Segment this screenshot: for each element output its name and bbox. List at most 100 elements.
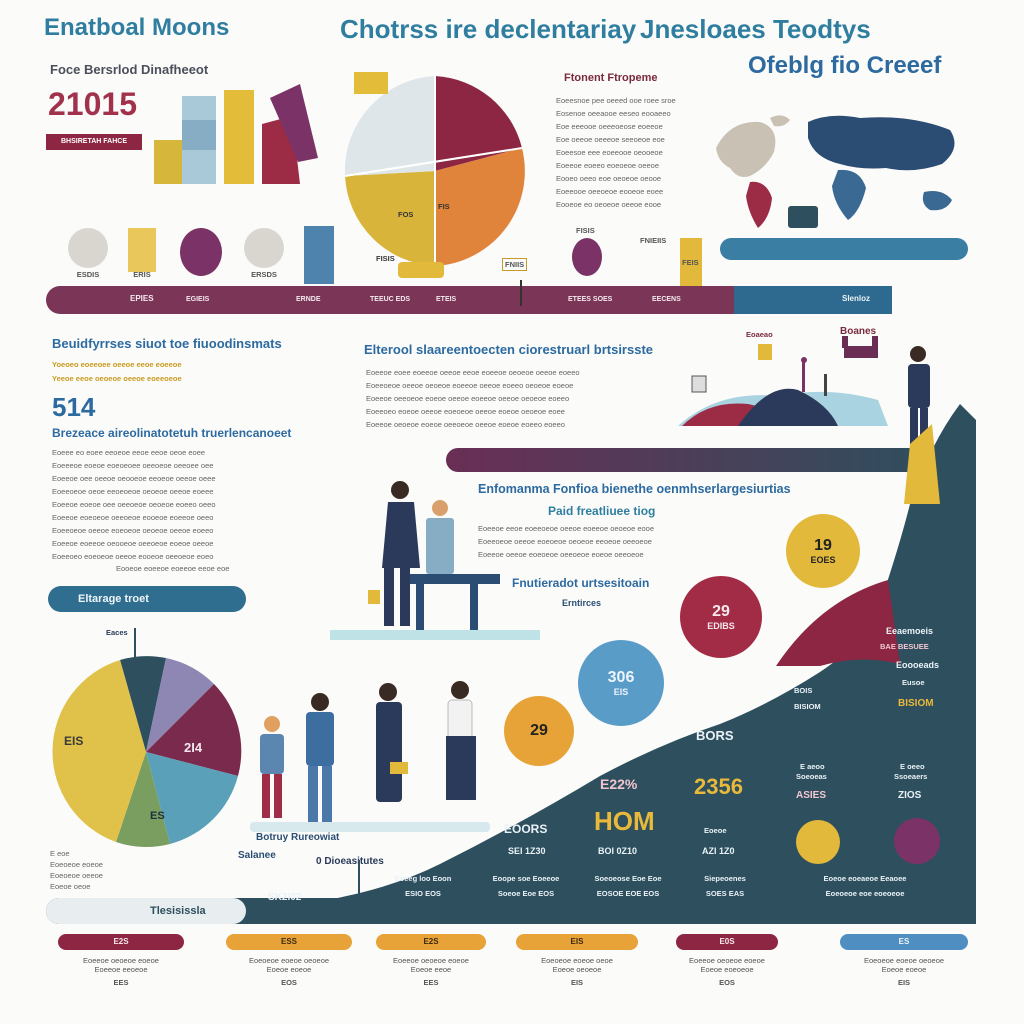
article-line: Eoeesoe eee eoeeooe oeooeoe xyxy=(556,148,663,157)
footer-pill: ES xyxy=(840,934,968,950)
bottom-left-line: Eoeoeoe eoeoe xyxy=(50,860,103,869)
bottom-sk-label: SK2I02 xyxy=(268,892,302,903)
footer-line: Eoeeoe eeoeoe xyxy=(94,965,148,974)
bar-blue-band xyxy=(182,120,216,150)
pie-slice-light xyxy=(344,76,435,176)
timeline-mark-3: FEIS xyxy=(682,258,699,267)
top-left-subtitle: Foce Bersrlod Dinafheeot xyxy=(50,62,209,77)
bottom-col: Soeoeose Eoe Eoe EOSOE EOE EOS xyxy=(580,874,676,898)
bubble-label: EIS xyxy=(613,687,629,697)
mid-center-line: Eoeeoeoe oeeoe oeoeoe eoeeoe oeeoe eoeeo… xyxy=(366,381,574,390)
bottom-col: Siepeoenes SOES EAS xyxy=(690,874,760,898)
pie-label-bottom: FISIS xyxy=(376,254,395,263)
footer-tag: EOS xyxy=(281,978,297,987)
bottom-left-label-1: Botruy Rureowiat xyxy=(256,832,340,843)
pie-tag-icon xyxy=(354,72,388,94)
mid-center-body: Eoeeoe eoee eoeeoe oeeoe eeoe eoeeoe oeo… xyxy=(366,366,666,431)
pie-hand-icon xyxy=(398,262,444,278)
timeline-label: EPIES xyxy=(130,294,154,303)
bubble-value: 29 xyxy=(712,603,730,620)
article-line: Eooeoe eo oeoeoe oeeoe eooe xyxy=(556,200,662,209)
mid-left-yellow-line: Yoeoeo eoeeoee oeeoe eeoe eoeeoe xyxy=(52,360,182,369)
col-b-sublabel: Ssoeaers xyxy=(894,772,928,781)
timeline-label: EECENS xyxy=(652,296,681,303)
bottom-col-value: Soeoe Eoe EOS xyxy=(497,889,555,898)
bottom-col-label: Eoeoe eoeaeoe Eeaoee xyxy=(823,874,907,883)
bo-label: BOI 0Z10 xyxy=(598,846,638,856)
bottom-left-line: E eoe xyxy=(50,849,70,858)
footer-tag: EIS xyxy=(570,978,584,987)
bottom-col-value: SOES EAS xyxy=(705,889,745,898)
blue-column xyxy=(304,226,334,284)
bubble-value: 306 xyxy=(607,669,635,686)
page-subtitle-right: Ofeblg fio Creeef xyxy=(748,52,942,79)
se-label: SEI 1Z30 xyxy=(508,846,546,856)
footer-line: Eoeeoe oeoeoe eoeoe xyxy=(689,956,765,965)
top-left-big-number: 21015 xyxy=(48,86,137,122)
pie-bottom-label-right: 2I4 xyxy=(184,740,203,755)
footer-line: Eoeoe eoeoe xyxy=(266,965,312,974)
timeline-mark-2: FNIEIIS xyxy=(640,236,667,245)
e-label: Eoeoe xyxy=(704,826,727,835)
footer-item: ES Eoeoeoe eoeoe oeoeoe Eoeoe eoeoe EIS xyxy=(840,934,968,987)
right-stat-sublabel: BISIOM xyxy=(794,702,821,711)
bubble-value: 19 xyxy=(814,537,832,554)
stat-bubble-crimson: 29 EDIBS xyxy=(680,576,762,658)
footer-line: Eoeoe oeoeoe xyxy=(552,965,602,974)
footer-pill: E0S xyxy=(676,934,778,950)
pie-slice-crimson xyxy=(435,76,522,171)
trophy-icon xyxy=(572,238,602,276)
bottom-col-label: Eoope soe Eoeeoe xyxy=(492,874,560,883)
page-title-right: Jnesloaes Teodtys xyxy=(640,14,871,44)
pie-slice-plum xyxy=(146,684,242,776)
scene-hill-navy xyxy=(738,388,838,426)
timeline-mark-1: FISIS xyxy=(576,226,595,235)
footer-pill: E2S xyxy=(58,934,184,950)
icon-label-3: ERSDS xyxy=(251,270,277,279)
bottom-col: Eoeoe eoeaeoe Eeaoee Eoeoeoe eoe eoeoeoe xyxy=(790,874,940,898)
stat-bubble-blue: 306 EIS xyxy=(578,640,664,726)
footer-item: ESS Eoeoeoe eoeoe oeoeoe Eoeoe eoeoe EOS xyxy=(226,934,352,987)
timeline-label: EGIEIS xyxy=(186,296,210,303)
bottom-left-line: Eoeoeoe oeeoe xyxy=(50,871,103,880)
article-line: Eoeeoe eoeeo eoeoeoe oeeoe xyxy=(556,161,660,170)
pie-bottom-label-top: Eaces xyxy=(106,628,128,637)
bors-label: BORS xyxy=(696,728,734,743)
right-stat-label: BOIS xyxy=(794,686,813,695)
bottom-col-label: Soeoeose Eoe Eoe xyxy=(594,874,662,883)
mid-left-yellow-line: Yeeoe eeoe oeoeoe oeeoe eoeeoeoe xyxy=(52,374,182,383)
article-line: Eoeeooe oeeoeoe eooeoe eoee xyxy=(556,187,664,196)
hom-label: HOM xyxy=(594,806,655,836)
timeline-bar-top-end xyxy=(734,286,892,314)
center-sub-heading: Paid freatliuee tiog xyxy=(548,504,656,518)
bottom-left-list: E eoe Eoeoeoe eoeoe Eoeoeoe oeeoe Eoeoe … xyxy=(50,848,103,892)
center-body: Eoeeoe eeoe eoeeoeoe oeeoe eoeeoe oeoeoe… xyxy=(478,522,748,561)
footer-item: E2S Eoeeoe oeoeoe eoeoe Eoeoe eeoe EES xyxy=(376,934,486,987)
desk-scene xyxy=(330,481,540,640)
pie-slice-green xyxy=(116,752,170,847)
mid-left-line: Eoeeoeoe oeeoe eoeoeoe oeoeoe oeeoe eoee… xyxy=(52,526,214,535)
footer-tag: EES xyxy=(113,978,129,987)
timeline-mark-4: FNIIS xyxy=(502,258,528,271)
footer-line: Eoeoe eoeoe xyxy=(881,965,927,974)
bottom-left-pill: Tlesisissla xyxy=(46,898,246,924)
mid-center-line: Eoeeoe eoee eoeeoe oeeoe eeoe eoeeoe oeo… xyxy=(366,368,580,377)
footer-item: E2S Eoeeoe oeoeoe eoeoe Eoeeoe eeoeoe EE… xyxy=(58,934,184,987)
map-pill-bar xyxy=(720,238,968,260)
col-a-sublabel: Soeoeas xyxy=(796,772,827,781)
pie-slice-slate xyxy=(120,656,166,752)
mid-right-scene xyxy=(678,336,888,426)
pie-pointer xyxy=(134,628,136,658)
person-icon-3 xyxy=(244,228,284,268)
footer-tag: EIS xyxy=(897,978,911,987)
page-title-center: Chotrss ire declentariay xyxy=(340,14,637,44)
gift-icon xyxy=(894,818,940,864)
mid-left-tail-line: Eooeoe eoeeoe eoeeoe eeoe eoe xyxy=(116,564,230,573)
map-south-america xyxy=(746,181,772,228)
bottom-col: Eoeeg loo Eoon ESIO EOS xyxy=(380,874,466,898)
footer-line: Eoeoe eoeoeoe xyxy=(700,965,754,974)
timeline-label: ETEES SOES xyxy=(568,296,613,303)
mid-left-line: Eoeeoeoe oeoe eeoeoeoe oeoeoe oeeoe eoee… xyxy=(52,487,214,496)
stat-bubble-orange: 29 xyxy=(504,696,574,766)
center-sub-heading-2: Fnutieradot urtsesitoain xyxy=(512,576,650,590)
